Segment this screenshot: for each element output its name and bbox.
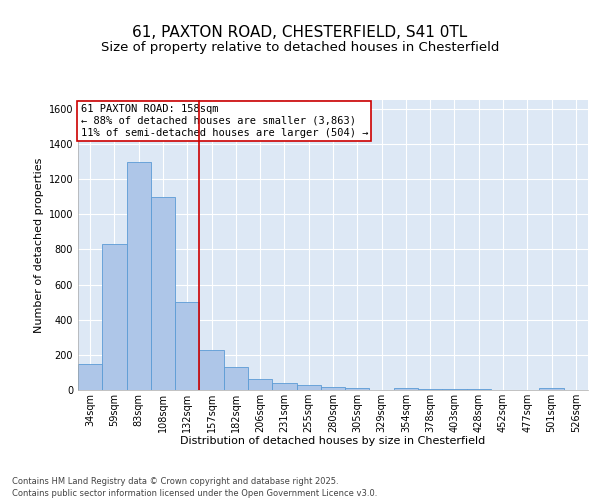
Text: 61 PAXTON ROAD: 158sqm
← 88% of detached houses are smaller (3,863)
11% of semi-: 61 PAXTON ROAD: 158sqm ← 88% of detached… [80,104,368,138]
Bar [321,388,345,390]
Bar [102,244,127,390]
Text: Contains HM Land Registry data © Crown copyright and database right 2025.
Contai: Contains HM Land Registry data © Crown c… [12,476,377,498]
Y-axis label: Number of detached properties: Number of detached properties [34,158,44,332]
Bar [442,389,467,390]
Bar [199,350,224,390]
Bar [248,378,272,390]
Bar [418,389,442,390]
Text: Size of property relative to detached houses in Chesterfield: Size of property relative to detached ho… [101,41,499,54]
Bar [539,388,564,390]
Bar [78,364,102,390]
Bar [151,196,175,390]
Bar [345,388,370,390]
Text: 61, PAXTON ROAD, CHESTERFIELD, S41 0TL: 61, PAXTON ROAD, CHESTERFIELD, S41 0TL [133,25,467,40]
X-axis label: Distribution of detached houses by size in Chesterfield: Distribution of detached houses by size … [181,436,485,446]
Bar [296,384,321,390]
Bar [127,162,151,390]
Bar [272,383,296,390]
Bar [394,388,418,390]
Bar [175,302,199,390]
Bar [224,367,248,390]
